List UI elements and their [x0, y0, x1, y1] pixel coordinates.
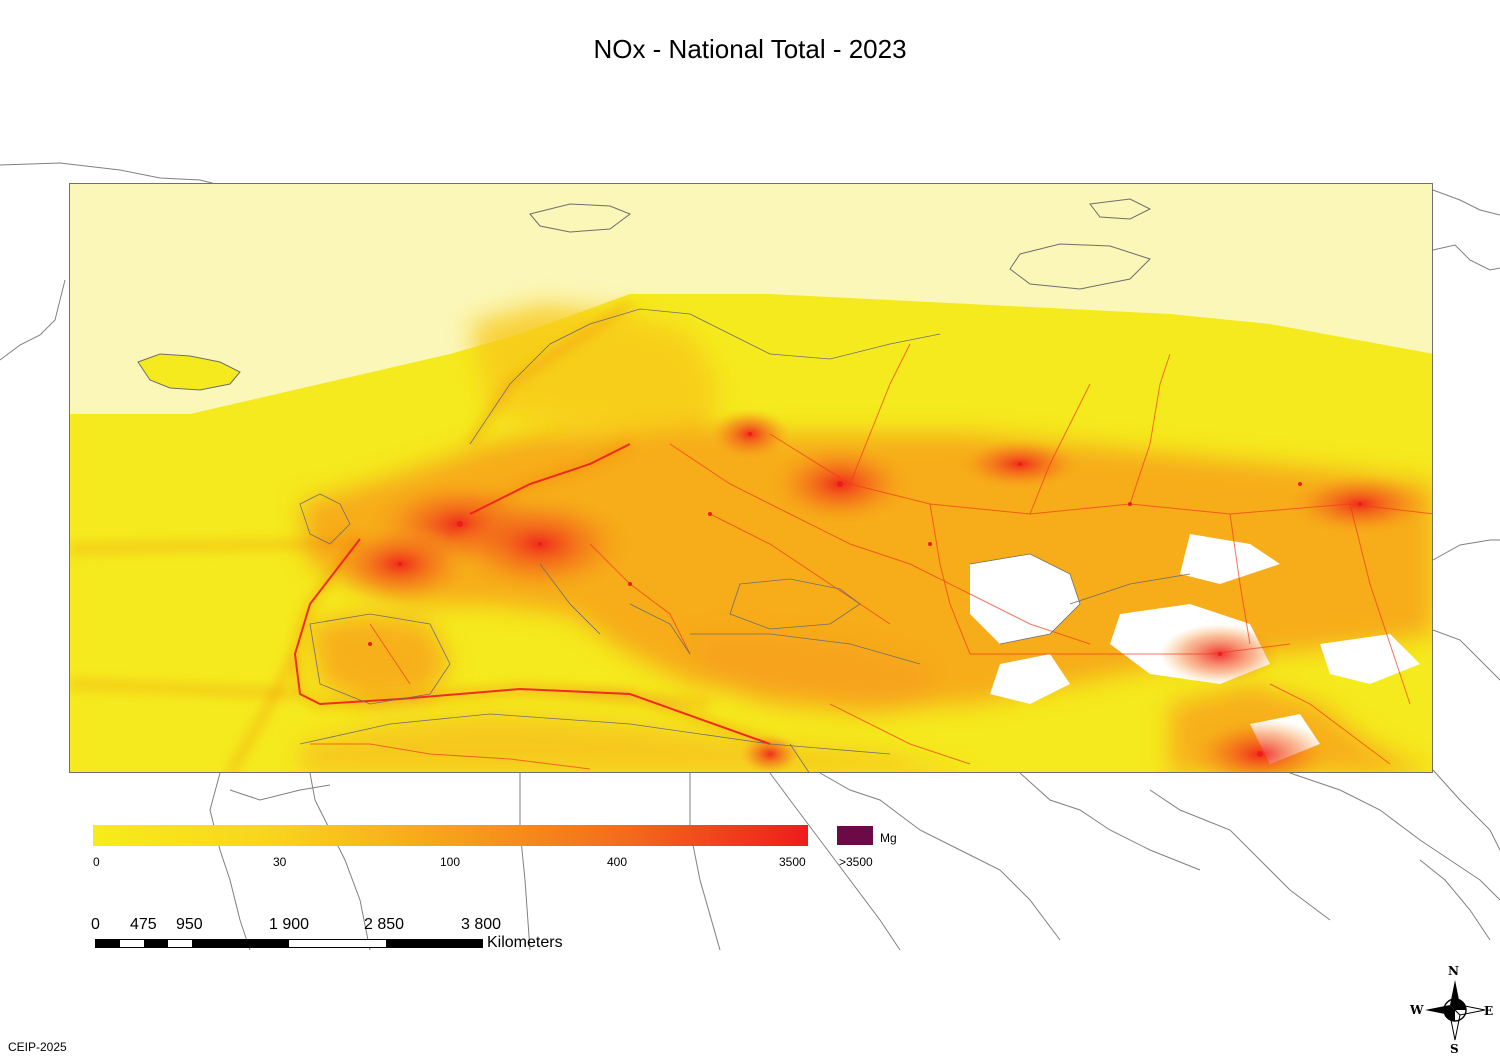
- scale-label: 950: [176, 916, 203, 933]
- legend-unit: Mg: [880, 831, 897, 845]
- compass-icon: [1425, 980, 1486, 1041]
- scale-label: 3 800: [461, 916, 502, 933]
- legend-color-ramp: [93, 825, 808, 846]
- legend-tick-label: 3500: [779, 855, 806, 869]
- emission-map[interactable]: [69, 183, 1433, 773]
- legend-tick-label: 400: [607, 855, 628, 869]
- credit-text: CEIP-2025: [8, 1040, 67, 1054]
- scale-label: 1 900: [269, 916, 310, 933]
- scale-label: 0: [91, 916, 100, 933]
- compass-rose: N S E W: [1408, 964, 1493, 1061]
- scale-label: 475: [130, 916, 157, 933]
- legend-overflow-swatch: [837, 826, 873, 845]
- scale-bar: [95, 939, 483, 948]
- legend-overflow-label: >3500: [839, 855, 873, 869]
- scale-label: 2 850: [364, 916, 405, 933]
- legend-tick-label: 100: [440, 855, 461, 869]
- compass-north-label: N: [1448, 964, 1459, 978]
- legend-tick-label: 0: [93, 855, 100, 869]
- compass-south-label: S: [1450, 1042, 1459, 1056]
- compass-east-label: E: [1484, 1004, 1494, 1018]
- compass-west-label: W: [1410, 1003, 1424, 1017]
- scale-unit: Kilometers: [487, 934, 563, 951]
- emission-map-graphic: [70, 184, 1432, 772]
- legend-tick-label: 30: [273, 855, 287, 869]
- map-title: NOx - National Total - 2023: [593, 34, 907, 64]
